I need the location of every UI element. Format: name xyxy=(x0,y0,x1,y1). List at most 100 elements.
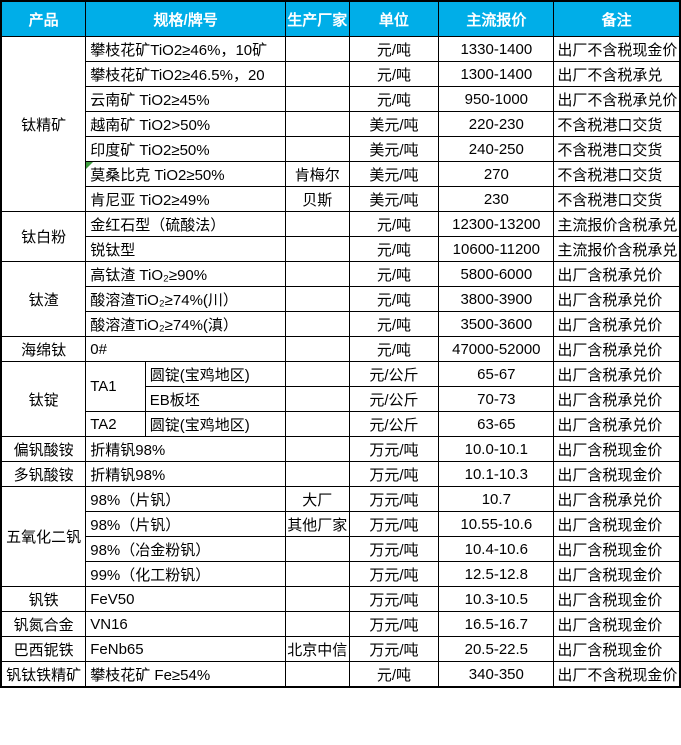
product-cell: 钛渣 xyxy=(0,261,87,337)
product-cell: 钛精矿 xyxy=(0,36,87,212)
table-body: 钛精矿 攀枝花矿TiO2≥46%，10矿 元/吨 1330-1400 出厂不含税现金价攀… xyxy=(0,36,681,688)
table-row: 攀枝花矿TiO2≥46.5%，20 元/吨 1300-1400 出厂不含税承兑 xyxy=(1,61,681,87)
table-row: 海绵钛 0# 元/吨 47000-52000 出厂含税承兑价 xyxy=(0,336,681,362)
unit-cell: 万元/吨 xyxy=(348,586,440,612)
note-cell: 出厂含税承兑价 xyxy=(553,286,681,312)
table-row: 偏钒酸铵 折精钒98% 万元/吨 10.0-10.1 出厂含税现金价 xyxy=(0,436,681,462)
unit-cell: 元/吨 xyxy=(348,236,440,262)
unit-cell: 元/吨 xyxy=(348,61,440,87)
maker-cell xyxy=(285,311,350,337)
maker-cell xyxy=(285,536,350,562)
unit-cell: 元/公斤 xyxy=(348,361,440,387)
note-cell: 出厂含税现金价 xyxy=(553,636,681,662)
table-row: 钒钛铁精矿 攀枝花矿 Fe≥54% 元/吨 340-350 出厂不含税现金价 xyxy=(0,661,681,688)
price-cell: 270 xyxy=(438,161,555,187)
spec-cell: 酸溶渣TiO₂≥74%(川） xyxy=(85,286,286,312)
unit-cell: 元/吨 xyxy=(348,336,440,362)
price-cell: 12300-13200 xyxy=(438,211,555,237)
header-spec: 规格/牌号 xyxy=(85,0,286,37)
note-cell: 出厂含税承兑价 xyxy=(553,486,681,512)
price-cell: 230 xyxy=(438,186,555,212)
maker-cell: 肯梅尔 xyxy=(285,161,350,187)
table-row: 巴西铌铁 FeNb65 北京中信 万元/吨 20.5-22.5 出厂含税现金价 xyxy=(0,636,681,662)
note-cell: 出厂不含税现金价 xyxy=(553,661,681,688)
product-cell: 钒铁 xyxy=(0,586,87,612)
product-cell: 五氧化二钒 xyxy=(0,486,87,587)
table-row: 印度矿 TiO2≥50% 美元/吨 240-250 不含税港口交货 xyxy=(1,136,681,162)
header-product: 产品 xyxy=(0,0,87,37)
price-cell: 240-250 xyxy=(438,136,555,162)
spec-cell: 攀枝花矿TiO2≥46%，10矿 xyxy=(85,36,286,62)
unit-cell: 元/吨 xyxy=(348,261,440,287)
header-maker: 生产厂家 xyxy=(285,0,350,37)
unit-cell: 元/公斤 xyxy=(348,411,440,437)
price-cell: 340-350 xyxy=(438,661,555,688)
spec-cell: 98%（片钒） xyxy=(85,486,286,512)
spec-cell: 99%（化工粉钒） xyxy=(85,561,286,587)
spec-cell: 折精钒98% xyxy=(85,436,286,462)
unit-cell: 元/吨 xyxy=(348,286,440,312)
note-cell: 出厂含税现金价 xyxy=(553,536,681,562)
note-cell: 出厂含税现金价 xyxy=(553,436,681,462)
maker-cell xyxy=(285,61,350,87)
maker-cell xyxy=(285,661,350,688)
table-row: TA2 圆锭(宝鸡地区) 元/公斤 63-65 出厂含税承兑价 xyxy=(1,411,681,437)
unit-cell: 元/吨 xyxy=(348,36,440,62)
unit-cell: 美元/吨 xyxy=(348,186,440,212)
price-cell: 63-65 xyxy=(438,411,555,437)
spec-cell: VN16 xyxy=(85,611,286,637)
maker-cell xyxy=(285,236,350,262)
price-table: 产品 规格/牌号 生产厂家 单位 主流报价 备注 钛精矿 攀枝花矿TiO2≥46%，10矿元… xyxy=(0,0,681,688)
spec-type-cell: 圆锭(宝鸡地区) xyxy=(144,411,287,437)
spec-cell: 云南矿 TiO2≥45% xyxy=(85,86,286,112)
price-cell: 10.3-10.5 xyxy=(438,586,555,612)
price-cell: 950-1000 xyxy=(438,86,555,112)
maker-cell xyxy=(285,461,350,487)
note-cell: 不含税港口交货 xyxy=(553,111,681,137)
table-row: 钛精矿 攀枝花矿TiO2≥46%，10矿 元/吨 1330-1400 出厂不含税现金价 xyxy=(0,36,681,212)
price-cell: 220-230 xyxy=(438,111,555,137)
unit-cell: 元/吨 xyxy=(348,661,440,688)
table-row: 99%（化工粉钒） 万元/吨 12.5-12.8 出厂含税现金价 xyxy=(1,561,681,587)
table-row: 98%（冶金粉钒） 万元/吨 10.4-10.6 出厂含税现金价 xyxy=(1,536,681,562)
spec-cell: 莫桑比克 TiO2≥50% xyxy=(85,161,286,187)
unit-cell: 美元/吨 xyxy=(348,161,440,187)
spec-cell: 98%（片钒） xyxy=(85,511,286,537)
product-cell: 钒氮合金 xyxy=(0,611,87,637)
spec-cell: 0# xyxy=(85,336,286,362)
spec-cell: 98%（冶金粉钒） xyxy=(85,536,286,562)
note-cell: 出厂不含税承兑 xyxy=(553,61,681,87)
table-row: 98%（片钒） 其他厂家 万元/吨 10.55-10.6 出厂含税现金价 xyxy=(1,511,681,537)
note-cell: 不含税港口交货 xyxy=(553,136,681,162)
note-cell: 出厂含税现金价 xyxy=(553,561,681,587)
product-cell: 海绵钛 xyxy=(0,336,87,362)
note-cell: 出厂含税承兑价 xyxy=(553,386,681,412)
product-cell: 多钒酸铵 xyxy=(0,461,87,487)
note-cell: 出厂含税承兑价 xyxy=(553,361,681,387)
maker-cell xyxy=(285,211,350,237)
note-cell: 不含税港口交货 xyxy=(553,161,681,187)
unit-cell: 万元/吨 xyxy=(348,436,440,462)
price-cell: 47000-52000 xyxy=(438,336,555,362)
maker-cell xyxy=(285,436,350,462)
price-cell: 10.1-10.3 xyxy=(438,461,555,487)
unit-cell: 万元/吨 xyxy=(348,461,440,487)
price-cell: 65-67 xyxy=(438,361,555,387)
grade-cell: TA1 xyxy=(85,361,146,412)
price-cell: 3500-3600 xyxy=(438,311,555,337)
price-cell: 70-73 xyxy=(438,386,555,412)
price-cell: 10.7 xyxy=(438,486,555,512)
table-row: 云南矿 TiO2≥45% 元/吨 950-1000 出厂不含税承兑价 xyxy=(1,86,681,112)
maker-cell: 北京中信 xyxy=(285,636,350,662)
cell-error-marker-icon xyxy=(86,162,94,169)
spec-cell: 印度矿 TiO2≥50% xyxy=(85,136,286,162)
maker-cell xyxy=(285,561,350,587)
maker-cell: 大厂 xyxy=(285,486,350,512)
price-cell: 1330-1400 xyxy=(438,36,555,62)
table-row: 酸溶渣TiO₂≥74%(滇） 元/吨 3500-3600 出厂含税承兑价 xyxy=(1,311,681,337)
product-cell: 钛白粉 xyxy=(0,211,87,262)
maker-cell: 其他厂家 xyxy=(285,511,350,537)
note-cell: 不含税港口交货 xyxy=(553,186,681,212)
header-row: 产品 规格/牌号 生产厂家 单位 主流报价 备注 xyxy=(0,0,681,37)
unit-cell: 元/吨 xyxy=(348,211,440,237)
